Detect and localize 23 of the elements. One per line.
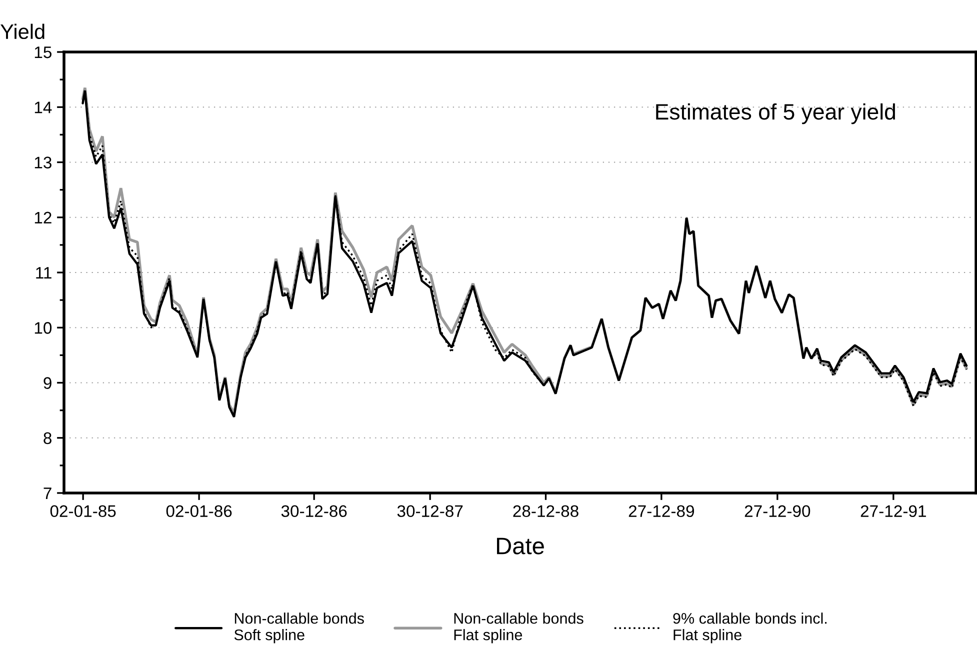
y-tick-label: 12 — [34, 212, 52, 224]
x-tick-label: 30-12-86 — [281, 505, 347, 518]
y-tick-label: 10 — [34, 322, 52, 334]
x-tick-label: 30-12-87 — [397, 505, 463, 518]
y-tick-label: 8 — [44, 432, 52, 444]
y-tick-label: 11 — [36, 267, 52, 279]
y-tick-label: 9 — [44, 377, 52, 389]
y-axis-title: Yield — [0, 24, 44, 40]
y-tick-label: 13 — [34, 156, 52, 168]
legend-label: 9% callable bonds incl. Flat spline — [673, 612, 827, 644]
x-tick-label: 27-12-89 — [628, 505, 694, 518]
x-tick-label: 27-12-90 — [744, 505, 810, 518]
y-tick-label: 7 — [44, 488, 52, 500]
annotation: Estimates of 5 year yield — [656, 103, 895, 124]
x-tick-label: 27-12-91 — [860, 505, 926, 518]
x-tick-label: 02-01-85 — [50, 505, 116, 518]
x-tick-label: 28-12-88 — [513, 505, 578, 518]
y-tick-label: 15 — [34, 46, 52, 58]
legend-label: Non-callable bonds Flat spline — [454, 612, 584, 644]
legend-label: Non-callable bonds Soft spline — [234, 612, 364, 644]
y-tick-label: 14 — [34, 102, 52, 114]
x-tick-label: 02-01-86 — [166, 505, 232, 518]
x-axis-title: Date — [497, 538, 544, 554]
